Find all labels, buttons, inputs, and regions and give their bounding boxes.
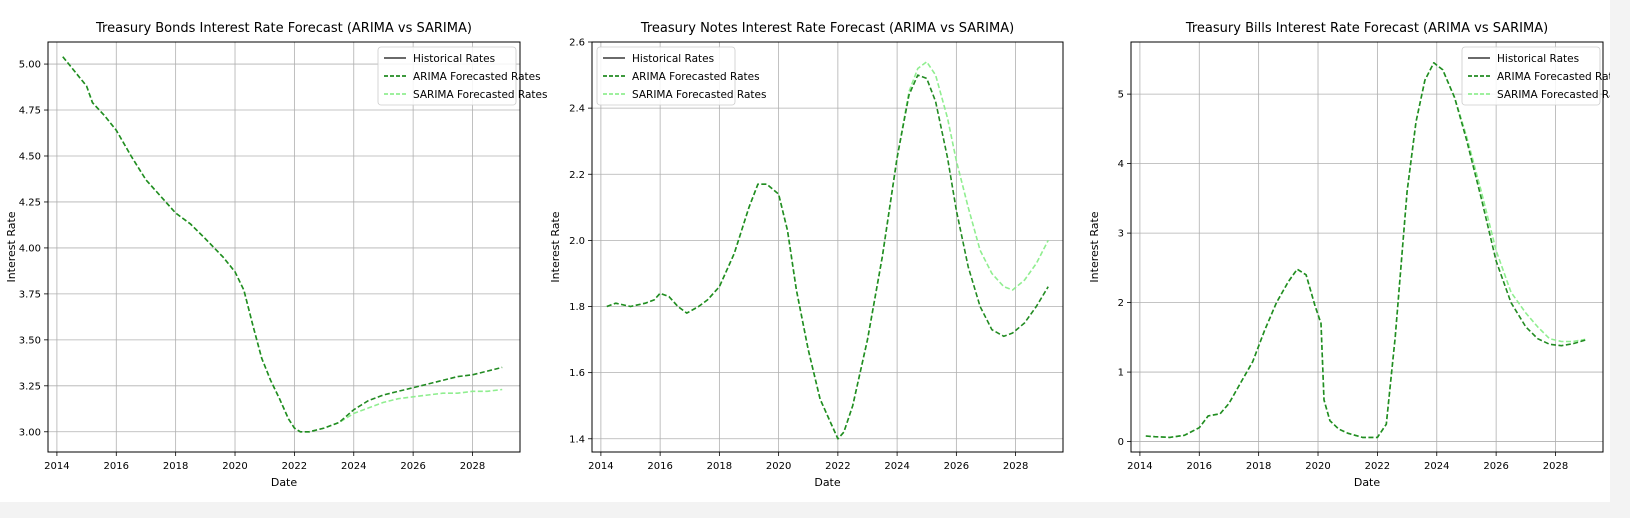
x-tick-label: 2024 [341,461,366,472]
x-axis-label: Date [271,476,298,489]
y-tick-label: 4 [1118,159,1124,170]
series-line-sarima [62,56,503,433]
x-tick-label: 2026 [400,461,425,472]
series-line-arima [1145,61,1586,439]
grid [1131,42,1603,452]
chart-title: Treasury Notes Interest Rate Forecast (A… [640,21,1014,36]
x-tick-label: 2014 [1127,461,1152,472]
y-tick-label: 1.4 [569,434,585,445]
y-tick-label: 2.0 [569,236,585,247]
y-tick-label: 1.6 [569,368,585,379]
plot-frame [591,41,1064,453]
legend: Historical Rates ARIMA Forecasted Rates SA… [377,46,547,106]
grid [592,41,1063,452]
legend: Historical Rates ARIMA Forecasted Rates SA… [596,46,766,106]
x-tick-label: 2016 [647,461,672,472]
grid [48,42,520,452]
y-tick-label: 4.50 [19,151,41,162]
legend-label: Historical Rates [1497,53,1579,65]
x-tick-label: 2028 [460,461,485,472]
x-tick-label: 2016 [104,461,129,472]
y-tick-label: 3.75 [19,289,41,300]
y-tick-label: 4.25 [19,197,41,208]
y-tick-label: 3.25 [19,381,41,392]
x-tick-label: 2020 [222,461,247,472]
chart-panel-2: 2014 2016 2018 2020 2022 2024 2026 2028 1.4 1.6 1.… [549,21,1064,489]
x-tick-label: 2014 [588,461,613,472]
y-tick-label: 2.6 [569,38,585,49]
x-axis-label: Date [814,476,841,489]
legend-label: SARIMA Forecasted Rates [413,89,547,101]
figure-canvas: 2014 2016 2018 2020 2022 2024 2026 20283.003.25… [5,21,1630,489]
x-tick-label: 2018 [707,461,732,472]
legend-box [596,46,736,106]
y-tick-label: 3.50 [19,335,41,346]
x-tick-label: 2022 [1365,461,1390,472]
y-tick-label: 2.2 [569,170,585,181]
chart-panel-1: 2014 2016 2018 2020 2022 2024 2026 2028 3.00 3.25… [5,21,547,489]
legend-box [377,46,517,106]
x-tick-label: 2024 [884,461,909,472]
legend: Historical Rates ARIMA Forecasted Rates SA… [1461,46,1630,106]
x-tick-label: 2018 [163,461,188,472]
plot-frame [47,41,521,453]
plot-frame [1130,41,1604,453]
series-line-sarima [1145,61,1586,439]
y-tick-label: 3 [1118,229,1124,240]
y-tick-label: 1.8 [569,302,585,313]
legend-label: ARIMA Forecasted Rates [413,71,541,83]
y-axis-label: Interest Rate [1088,211,1101,282]
legend-label: SARIMA Forecasted Rates [1497,89,1610,101]
chart-panel-3: 2014 2016 2018 2020 2022 2024 2026 2028 0 1 2 3 4 5 Tr… [1088,21,1630,489]
series-line-sarima [606,60,1049,440]
y-tick-label: 4.75 [19,106,41,117]
x-tick-label: 2024 [1424,461,1449,472]
x-tick-label: 2022 [825,461,850,472]
x-axis-label: Date [1354,476,1381,489]
y-tick-label: 5.00 [19,60,41,71]
y-tick-label: 4.00 [19,243,41,254]
x-tick-label: 2028 [1003,461,1028,472]
legend-label: ARIMA Forecasted Rates [1497,71,1610,83]
legend-label: SARIMA Forecasted Rates [632,89,766,101]
legend-label: ARIMA Forecasted Rates [632,71,760,83]
y-axis-label: Interest Rate [5,211,18,282]
x-tick-label: 2028 [1543,461,1568,472]
y-tick-label: 2 [1118,298,1124,309]
y-tick-label: 1 [1118,368,1124,379]
legend-label: Historical Rates [632,53,714,65]
y-tick-label: 0 [1118,437,1124,448]
x-tick-label: 2020 [1305,461,1330,472]
chart-title: Treasury Bills Interest Rate Forecast (A… [1185,21,1548,36]
x-tick-label: 2018 [1246,461,1271,472]
y-axis-label: Interest Rate [549,211,562,282]
legend-label: Historical Rates [413,53,495,65]
x-tick-label: 2026 [944,461,969,472]
y-tick-label: 5 [1118,90,1124,101]
chart-title: Treasury Bonds Interest Rate Forecast (A… [95,21,472,36]
x-tick-label: 2020 [766,461,791,472]
x-tick-label: 2026 [1483,461,1508,472]
x-tick-label: 2014 [44,461,69,472]
y-tick-label: 3.00 [19,427,41,438]
legend-box [1461,46,1601,106]
series-line-arima [62,56,503,433]
y-tick-label: 2.4 [569,104,585,115]
figure: 2014 2016 2018 2020 2022 2024 2026 2028 3.00 3.25… [0,0,1630,502]
x-tick-label: 2016 [1187,461,1212,472]
series-line-arima [606,74,1049,440]
x-tick-label: 2022 [282,461,307,472]
